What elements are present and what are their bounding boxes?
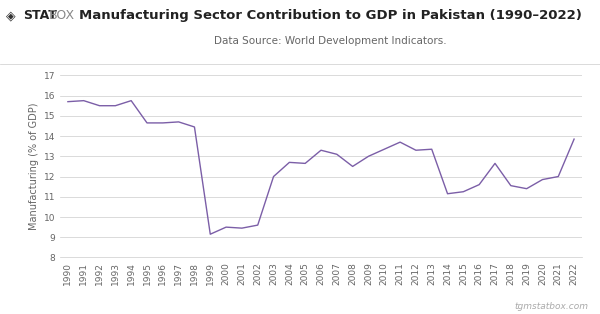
Text: BOX: BOX (49, 9, 76, 22)
Text: ◈: ◈ (6, 9, 16, 22)
Text: Data Source: World Development Indicators.: Data Source: World Development Indicator… (214, 36, 446, 46)
Text: Manufacturing Sector Contribution to GDP in Pakistan (1990–2022): Manufacturing Sector Contribution to GDP… (79, 9, 581, 22)
Text: tgmstatbox.com: tgmstatbox.com (514, 302, 588, 311)
Text: STAT: STAT (23, 9, 56, 22)
Y-axis label: Manufacturing (% of GDP): Manufacturing (% of GDP) (29, 103, 40, 230)
